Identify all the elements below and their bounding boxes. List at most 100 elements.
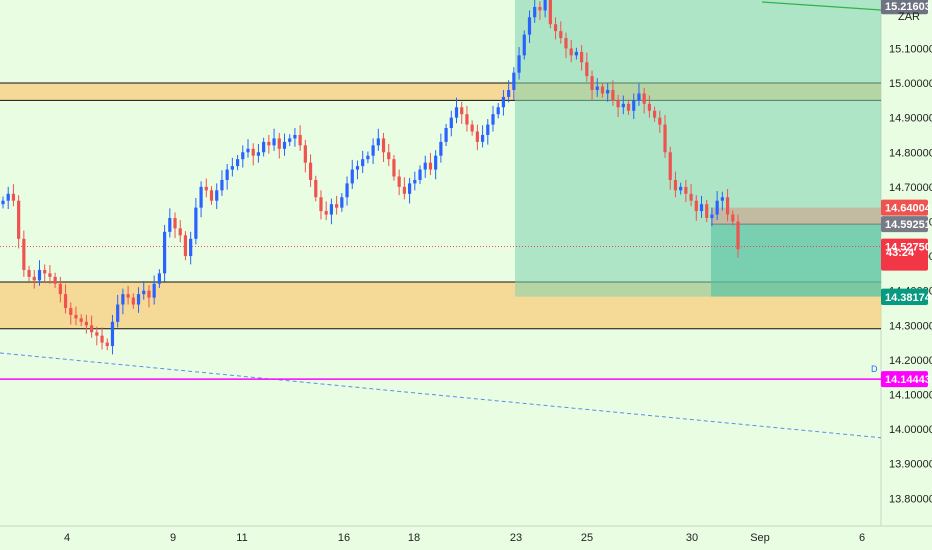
candle [428,152,433,176]
price-tag-label: 14.38174 [885,292,932,304]
candle [423,155,427,178]
candle [434,150,438,180]
upper-trendline[interactable] [761,1,882,11]
candle [465,105,469,132]
candle [298,125,302,151]
candle [37,260,42,286]
y-tick-label: 14.90000 [889,113,932,125]
candle [512,67,516,100]
candle [162,224,167,282]
candle [611,80,615,106]
candle [626,99,631,115]
candle [53,272,57,288]
candle [272,128,276,151]
candle [189,231,193,265]
candle [220,170,224,196]
position-stop-zone [711,207,881,225]
candle [517,47,521,80]
y-tick-label: 13.80000 [889,493,932,505]
candle [480,125,485,148]
candle [340,193,344,212]
candle [147,285,151,308]
price-tag: 14.38174 [881,289,932,306]
price-tag: 14.59251 [881,216,931,233]
candle [84,314,89,334]
price-tag-label: 14.52750 [885,242,931,254]
candle [308,154,313,187]
candle [225,164,229,190]
candle [209,186,214,205]
candle [282,133,287,156]
candle [569,40,573,63]
y-tick-label: 14.20000 [889,355,932,367]
candle [720,191,724,211]
candle [413,171,417,191]
candle [95,326,99,346]
trendline[interactable] [0,352,882,439]
candle [194,197,198,245]
candle [355,160,360,180]
candle [152,275,156,305]
candle [585,52,589,82]
candle [350,159,354,189]
candle [110,314,115,355]
candle [637,83,641,106]
candle [314,175,318,202]
candle [580,44,584,71]
y-tick-label: 14.70000 [889,182,932,194]
candle [710,207,714,227]
candle [418,165,422,185]
candle [475,124,479,151]
candle [595,78,599,97]
price-tags: 15.2160314.6400414.5925114.5275014.38300… [881,0,932,388]
candle [22,230,26,277]
candle [460,101,464,124]
price-tag: 15.21603 [881,0,931,15]
price-tag-label: 14.64004 [885,203,932,215]
candle [444,123,448,147]
price-tag-label: 14.59251 [885,219,931,231]
candle [90,315,94,338]
x-tick-label: 6 [859,532,865,544]
x-tick-label: 25 [581,532,593,544]
candle [454,97,459,124]
candle [173,212,177,239]
candle [230,157,234,177]
candle [694,195,698,221]
time-axis[interactable]: 4 9 11 16 18 23 25 30 Sep 6 [64,532,865,544]
candle [131,293,135,309]
candle [1,196,5,209]
y-tick-label: 14.00000 [889,424,932,436]
y-tick-label: 13.90000 [889,459,932,471]
candle [6,186,10,210]
candle [136,287,141,313]
candle [215,183,219,210]
candle [470,120,474,136]
candle [329,198,334,225]
x-tick-label: 23 [510,532,522,544]
candle [679,182,683,195]
candle [507,80,511,103]
candle [277,132,281,159]
candle [606,83,610,102]
candle [69,302,73,325]
position-box[interactable] [515,0,881,297]
candle [590,70,594,100]
candle [600,82,605,98]
candle [491,105,495,132]
candle [548,0,552,29]
candle [538,1,542,21]
y-tick-label: 14.80000 [889,147,932,159]
candle [142,280,146,300]
candle [689,184,693,207]
candle [663,114,667,158]
x-tick-label: Sep [750,532,770,544]
candle [116,294,120,328]
currency-label: ZAR [898,11,920,23]
candle [324,201,328,221]
candle [647,95,651,118]
candle [616,94,620,117]
x-tick-label: 4 [64,532,70,544]
candle [11,184,16,207]
